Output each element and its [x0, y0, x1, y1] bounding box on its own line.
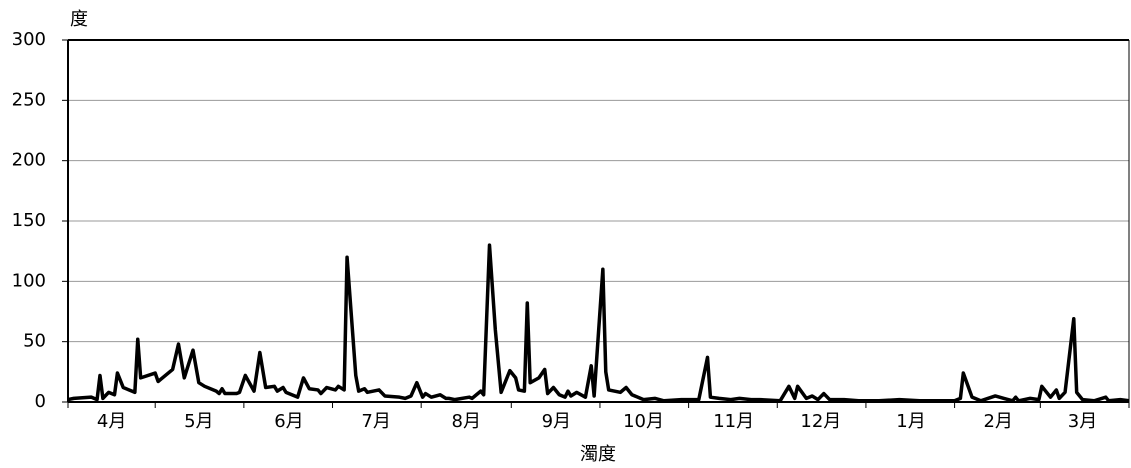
- y-tick-label: 250: [12, 89, 46, 110]
- x-tick-label: 6月: [274, 411, 303, 432]
- data-line: [67, 243, 1130, 403]
- x-tick-label: 11月: [713, 411, 754, 432]
- y-axis-label: 度: [70, 9, 88, 30]
- x-tick-label: 2月: [983, 411, 1012, 432]
- y-tick-label: 200: [12, 150, 46, 171]
- x-axis-label: 濁度: [580, 444, 616, 465]
- x-tick-label: 4月: [97, 411, 126, 432]
- y-tick-label: 100: [12, 270, 46, 291]
- x-tick-label: 1月: [896, 411, 925, 432]
- y-tick-label: 150: [12, 210, 46, 231]
- x-tick-label: 5月: [184, 411, 213, 432]
- y-tick-label: 0: [35, 391, 46, 412]
- x-tick-label: 9月: [542, 411, 571, 432]
- y-tick-label: 300: [12, 29, 46, 50]
- x-tick-label: 3月: [1068, 411, 1097, 432]
- x-tick-label: 7月: [361, 411, 390, 432]
- x-tick-label: 12月: [800, 411, 841, 432]
- x-tick-label: 8月: [452, 411, 481, 432]
- y-tick-label: 50: [23, 331, 46, 352]
- x-tick-label: 10月: [623, 411, 664, 432]
